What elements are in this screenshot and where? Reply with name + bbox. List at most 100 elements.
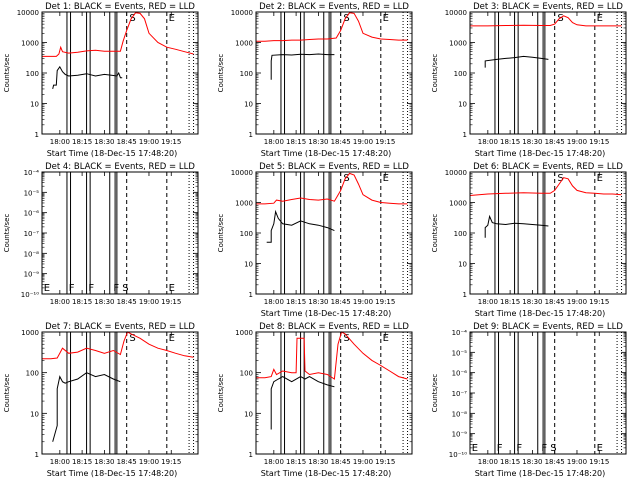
plot-frame [41, 11, 199, 135]
lld-series-line [42, 331, 194, 360]
y-tick-label: 1 [35, 451, 39, 459]
y-tick-label: 100 [454, 230, 467, 238]
x-tick-label: 19:00 [567, 298, 587, 306]
plot-frame [469, 331, 627, 455]
y-tick-label: 10⁻¹⁰ [21, 291, 39, 299]
x-axis-label: Start Time (18-Dec-15 17:48:20) [261, 149, 392, 158]
x-tick-label: 18:00 [478, 458, 498, 466]
x-tick-label: 19:15 [375, 458, 395, 466]
panel-det-1: Det 1: BLACK = Events, RED = LLD Counts/s… [3, 2, 199, 158]
y-tick-label: 10⁻⁹ [24, 271, 40, 279]
y-tick-label: 10⁻⁸ [452, 410, 468, 418]
y-tick-label: 10 [244, 410, 253, 418]
x-tick-label: 19:15 [589, 458, 609, 466]
events-series-line [270, 53, 335, 80]
panel-det-2: Det 2: BLACK = Events, RED = LLD Counts/s… [217, 2, 413, 158]
x-tick-label: 19:15 [161, 138, 181, 146]
y-axis-label: Counts/sec [3, 374, 11, 413]
x-tick-label: 19:15 [375, 298, 395, 306]
y-tick-label: 10⁻⁶ [24, 210, 40, 218]
y-tick-label: 100 [240, 370, 253, 378]
y-tick-label: 1 [463, 131, 467, 139]
x-tick-label: 19:15 [375, 138, 395, 146]
y-tick-label: 10⁻⁶ [452, 370, 468, 378]
panel-title: Det 4: BLACK = Events, RED = LLD [45, 162, 195, 172]
y-axis-label: Counts/sec [217, 54, 225, 93]
plot-frame [255, 331, 413, 455]
flag-annotation: F [69, 283, 75, 294]
y-tick-label: 10 [244, 101, 253, 109]
y-tick-label: 1000 [449, 200, 467, 208]
flag-annotation: E [383, 173, 389, 184]
y-tick-label: 10 [30, 410, 39, 418]
x-tick-label: 18:30 [94, 458, 114, 466]
y-tick-label: 10000 [445, 9, 467, 17]
flag-annotation: S [557, 173, 563, 184]
y-tick-label: 1000 [21, 40, 39, 48]
x-axis-label: Start Time (18-Dec-15 17:48:20) [47, 469, 178, 478]
x-tick-label: 18:45 [117, 298, 137, 306]
flag-annotation: S [550, 443, 556, 454]
flag-annotation: F [88, 283, 94, 294]
x-tick-label: 19:15 [161, 298, 181, 306]
y-tick-label: 10⁻⁷ [24, 230, 40, 238]
y-axis-label: Counts/sec [3, 54, 11, 93]
x-tick-label: 18:00 [478, 138, 498, 146]
y-axis-label: Counts/sec [3, 214, 11, 253]
y-tick-label: 10 [244, 261, 253, 269]
x-tick-label: 19:00 [139, 298, 159, 306]
flag-annotation: E [472, 443, 478, 454]
lld-series-line [256, 12, 408, 42]
y-tick-label: 10⁻⁴ [24, 169, 40, 177]
plot-frame [41, 171, 199, 295]
y-tick-label: 1 [249, 451, 253, 459]
x-tick-label: 19:00 [139, 138, 159, 146]
panel-title: Det 7: BLACK = Events, RED = LLD [45, 322, 195, 332]
events-series-line [266, 209, 335, 243]
x-tick-label: 18:45 [331, 458, 351, 466]
x-tick-label: 18:15 [286, 458, 306, 466]
panel-det-3: Det 3: BLACK = Events, RED = LLD Counts/s… [431, 2, 627, 158]
y-tick-label: 10 [30, 101, 39, 109]
y-axis-label: Counts/sec [431, 374, 439, 413]
flag-annotation: S [122, 283, 128, 294]
y-tick-label: 1 [463, 291, 467, 299]
x-tick-label: 19:00 [567, 138, 587, 146]
x-tick-label: 18:00 [50, 458, 70, 466]
x-tick-label: 19:00 [353, 138, 373, 146]
panel-det-8: Det 8: BLACK = Events, RED = LLD Counts/s… [217, 322, 413, 478]
y-tick-label: 100 [26, 70, 39, 78]
panel-title: Det 5: BLACK = Events, RED = LLD [259, 162, 409, 172]
y-tick-label: 100 [240, 70, 253, 78]
panel-title: Det 1: BLACK = Events, RED = LLD [45, 2, 195, 12]
lld-series-line [256, 331, 408, 380]
events-series-line [484, 214, 549, 238]
x-tick-label: 19:00 [353, 458, 373, 466]
x-tick-label: 18:30 [308, 298, 328, 306]
lld-series-line [42, 12, 194, 57]
y-tick-label: 10⁻⁵ [24, 189, 40, 197]
x-axis-label: Start Time (18-Dec-15 17:48:20) [475, 469, 606, 478]
x-tick-label: 18:00 [50, 138, 70, 146]
x-tick-label: 18:30 [94, 298, 114, 306]
y-tick-label: 1 [249, 131, 253, 139]
x-tick-label: 18:45 [545, 298, 565, 306]
y-tick-label: 1 [35, 131, 39, 139]
panel-det-6: Det 6: BLACK = Events, RED = LLD Counts/s… [431, 162, 627, 318]
plot-frame [469, 171, 627, 295]
y-tick-label: 10000 [17, 9, 39, 17]
flag-annotation: E [169, 283, 175, 294]
flag-annotation: S [557, 13, 563, 24]
x-tick-label: 18:00 [478, 298, 498, 306]
flag-annotation: F [497, 443, 503, 454]
y-tick-label: 10⁻⁹ [452, 431, 468, 439]
panel-title: Det 2: BLACK = Events, RED = LLD [259, 2, 409, 12]
x-tick-label: 18:45 [117, 458, 137, 466]
plot-frame [255, 11, 413, 135]
x-axis-label: Start Time (18-Dec-15 17:48:20) [261, 469, 392, 478]
x-tick-label: 19:15 [589, 298, 609, 306]
x-tick-label: 18:30 [522, 458, 542, 466]
flag-annotation: S [343, 13, 349, 24]
panel-title: Det 3: BLACK = Events, RED = LLD [473, 2, 623, 12]
y-axis-label: Counts/sec [431, 214, 439, 253]
